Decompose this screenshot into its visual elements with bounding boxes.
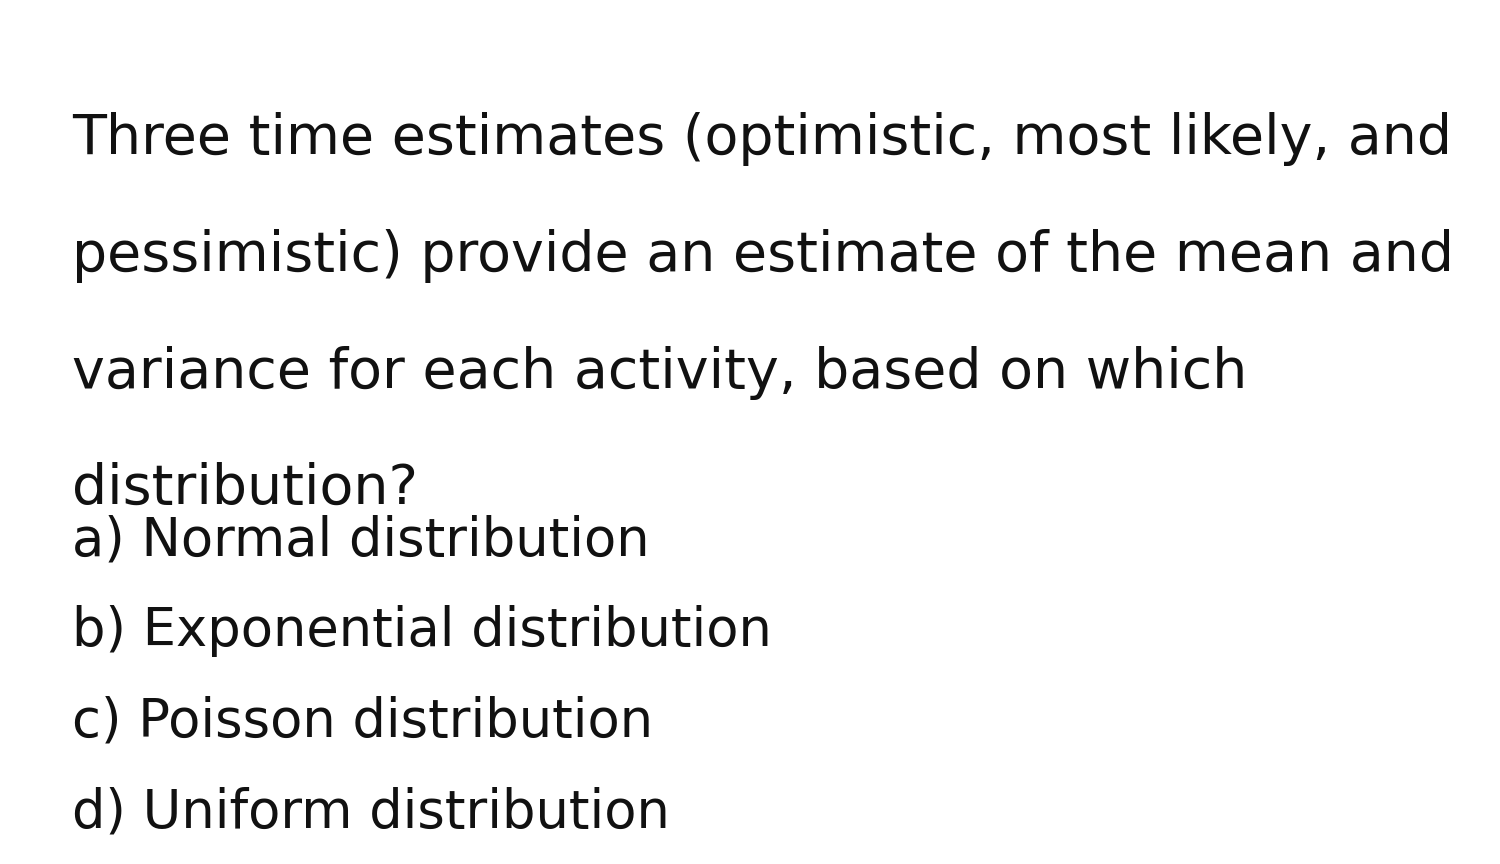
Text: variance for each activity, based on which: variance for each activity, based on whi…	[72, 346, 1248, 399]
Text: b) Exponential distribution: b) Exponential distribution	[72, 605, 772, 657]
Text: c) Poisson distribution: c) Poisson distribution	[72, 696, 652, 747]
Text: distribution?: distribution?	[72, 462, 419, 517]
Text: pessimistic) provide an estimate of the mean and: pessimistic) provide an estimate of the …	[72, 229, 1454, 283]
Text: d) Uniform distribution: d) Uniform distribution	[72, 786, 670, 838]
Text: Three time estimates (optimistic, most likely, and: Three time estimates (optimistic, most l…	[72, 112, 1452, 167]
Text: a) Normal distribution: a) Normal distribution	[72, 514, 650, 566]
